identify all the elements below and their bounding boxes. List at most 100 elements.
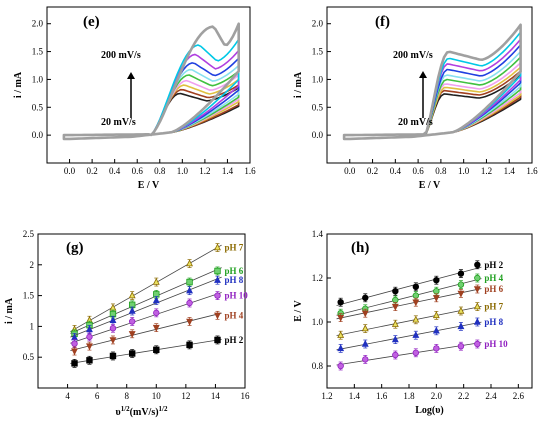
data-point (433, 277, 440, 284)
data-point (412, 283, 420, 290)
data-point (214, 276, 221, 283)
plot-frame (326, 6, 533, 164)
x-tick-label: 1.4 (349, 391, 361, 401)
data-point (412, 299, 420, 307)
y-axis-label: i / mA (13, 71, 24, 98)
y-tick-label: 2 (30, 260, 35, 270)
panel-e: 0.0 0.2 0.4 0.6 0.8 1.0 1.2 1.4 1.6 0.0 0.5 1.0 1.5 2… (13, 6, 256, 191)
arrow-head (127, 72, 135, 79)
data-point (337, 299, 344, 306)
data-point (128, 350, 136, 357)
y-tick-label: 1.0 (312, 74, 324, 84)
y-tick-label: 1.4 (312, 229, 324, 239)
data-point (337, 331, 345, 338)
data-point (361, 310, 369, 318)
series-label: pH 6 (224, 266, 243, 276)
y-axis-label: i / mA (293, 71, 304, 98)
y-tick-label: 1.5 (312, 47, 324, 57)
panel-letter: (e) (83, 14, 100, 30)
x-tick-label: 16 (241, 391, 251, 401)
data-point (214, 267, 221, 275)
y-tick-label: 1.0 (32, 74, 44, 84)
data-point (392, 296, 399, 304)
series-label: pH 2 (224, 335, 243, 345)
plot-frame (46, 6, 251, 164)
x-tick-label: 1.2 (199, 166, 210, 176)
x-tick-label: 1.2 (321, 391, 332, 401)
x-tick-label: 2.0 (431, 391, 443, 401)
x-axis-label: Log(υ) (415, 405, 444, 416)
data-point (432, 326, 440, 334)
data-point (214, 243, 221, 251)
x-tick-label: 1.8 (403, 391, 415, 401)
x-tick-label: 0.6 (412, 166, 424, 176)
data-point (337, 314, 345, 322)
x-tick-label: 4 (65, 391, 70, 401)
data-point (362, 356, 369, 363)
annotation-min-rate: 20 mV/s (101, 117, 136, 128)
x-tick-label: 1.0 (177, 166, 189, 176)
cv-curve (63, 49, 240, 140)
x-tick-label: 0.4 (109, 166, 121, 176)
data-point (362, 294, 369, 301)
series-label: pH 6 (484, 284, 503, 294)
y-tick-label: 1.0 (312, 317, 324, 327)
fit-line (336, 305, 482, 336)
x-tick-label: 1.0 (458, 166, 470, 176)
data-point (457, 281, 465, 288)
data-point (71, 360, 78, 367)
y-tick-label: 1.2 (312, 273, 323, 283)
data-point (109, 316, 117, 323)
data-point (186, 341, 193, 349)
y-tick-label: 2.0 (312, 19, 324, 29)
x-tick-label: 6 (95, 391, 100, 401)
data-point (86, 357, 93, 364)
y-tick-label: 0.5 (23, 352, 35, 362)
data-point (71, 348, 78, 356)
data-point (474, 274, 481, 282)
data-point (153, 309, 160, 317)
data-point (457, 343, 465, 350)
x-tick-label: 12 (181, 391, 190, 401)
x-tick-label: 0.0 (344, 166, 356, 176)
data-point (186, 259, 194, 267)
fit-line (336, 266, 482, 306)
data-point (391, 335, 399, 343)
data-point (432, 311, 440, 319)
data-point (412, 331, 420, 338)
data-point (186, 318, 194, 326)
data-point (109, 337, 117, 345)
fit-line (70, 312, 222, 352)
fit-line (70, 244, 222, 332)
data-point (391, 320, 399, 327)
fit-line (70, 276, 222, 338)
x-tick-label: 1.4 (222, 166, 234, 176)
y-tick-label: 0.0 (312, 130, 324, 140)
data-point (474, 261, 481, 268)
data-point (337, 344, 345, 352)
x-tick-label: 0.8 (154, 166, 166, 176)
panel-letter: (g) (66, 240, 84, 256)
x-tick-label: 0.6 (132, 166, 144, 176)
panel-letter: (f) (375, 14, 390, 30)
panel-h: 1.2 1.4 1.6 1.8 2.0 2.2 2.4 2.6 0.8 1.0 1.2 1.4 (h) E… (293, 229, 533, 416)
y-tick-label: 2.0 (32, 19, 44, 29)
data-point (392, 288, 399, 295)
cv-curve (342, 23, 522, 141)
series-label: pH 4 (224, 310, 243, 320)
data-point (128, 318, 136, 325)
data-point (473, 302, 481, 310)
data-point (433, 288, 440, 295)
cv-curve (62, 22, 240, 141)
x-tick-label: 1.6 (376, 391, 388, 401)
series-label: pH 10 (224, 291, 248, 301)
series-label: pH 8 (224, 275, 243, 285)
data-point (86, 343, 93, 351)
annotation-max-rate: 200 mV/s (393, 50, 433, 61)
cv-curve (63, 64, 240, 140)
data-point (412, 292, 420, 299)
series-label: pH 7 (484, 302, 503, 312)
y-tick-label: 0.0 (32, 130, 44, 140)
data-point (109, 352, 117, 360)
data-point (457, 270, 465, 277)
